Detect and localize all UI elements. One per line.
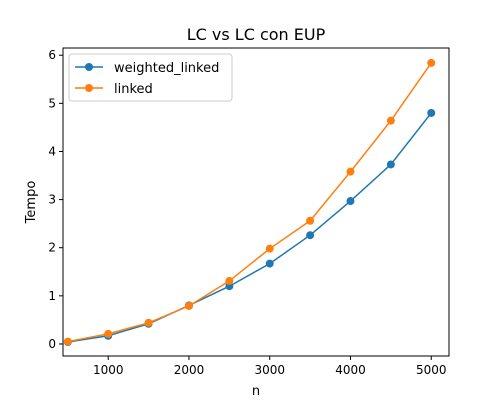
y-tick-label: 6 (48, 48, 56, 62)
plot-frame (62, 47, 450, 357)
legend-marker (85, 84, 93, 92)
x-tick-label: 4000 (335, 363, 366, 377)
x-axis-label: n (252, 384, 260, 399)
data-point (265, 259, 274, 268)
x-tick-label: 5000 (416, 363, 447, 377)
data-point (427, 58, 436, 67)
series-layer (63, 58, 436, 347)
x-tick-label: 2000 (174, 363, 205, 377)
data-point (386, 116, 395, 125)
data-point (63, 337, 72, 346)
data-point (346, 197, 355, 206)
y-tick-label: 4 (48, 144, 56, 158)
axis-ticks: 1000 2000 3000 4000 5000 0 1 2 3 4 5 6 (48, 48, 446, 377)
series-line-weighted_linked (67, 112, 432, 343)
legend-label: weighted_linked (114, 61, 219, 76)
y-tick-label: 1 (48, 289, 56, 303)
data-point (306, 231, 315, 240)
chart-title: LC vs LC con EUP (187, 25, 326, 44)
legend-label: linked (114, 82, 153, 97)
data-point (306, 216, 315, 225)
y-tick-label: 3 (48, 193, 56, 207)
data-point (184, 301, 193, 310)
series-linked (63, 58, 436, 346)
data-point (427, 108, 436, 117)
data-point (104, 329, 113, 338)
series-line-linked (67, 62, 432, 343)
y-tick-label: 2 (48, 241, 56, 255)
y-tick-label: 0 (48, 337, 56, 351)
x-tick-label: 3000 (254, 363, 285, 377)
legend-marker (85, 63, 93, 71)
data-point (144, 318, 153, 327)
data-point (225, 276, 234, 285)
data-point (265, 244, 274, 253)
data-point (346, 167, 355, 176)
y-tick-label: 5 (48, 96, 56, 110)
legend-box (68, 53, 233, 102)
y-axis-label: Tempo (24, 181, 39, 225)
x-tick-label: 1000 (93, 363, 124, 377)
data-point (386, 160, 395, 169)
